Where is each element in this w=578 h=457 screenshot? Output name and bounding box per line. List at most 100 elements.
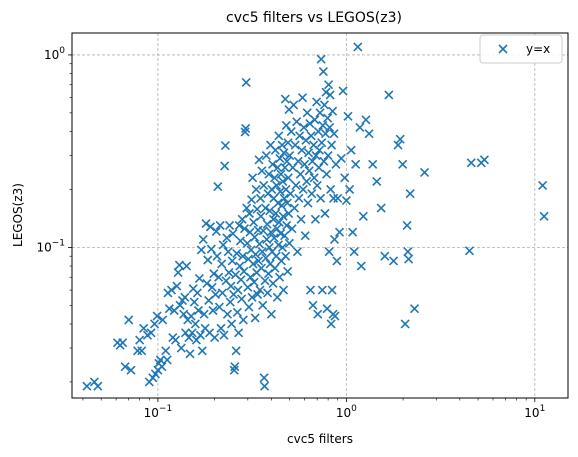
data-point [282, 220, 292, 231]
data-point [284, 238, 294, 248]
data-point [220, 161, 230, 171]
data-point [173, 267, 183, 278]
data-point [124, 315, 134, 325]
data-point [174, 260, 184, 270]
data-point [268, 214, 278, 224]
data-point [222, 309, 233, 319]
data-point [270, 173, 280, 183]
legend: y=x [479, 34, 563, 64]
data-point [278, 211, 288, 221]
data-point [364, 129, 374, 139]
data-point [180, 292, 190, 302]
data-point [268, 159, 278, 169]
data-point [310, 214, 320, 224]
data-point [295, 131, 305, 141]
data-point [380, 251, 390, 261]
data-point [466, 158, 476, 168]
data-point [328, 193, 339, 203]
data-point [253, 289, 263, 299]
data-point [292, 247, 303, 257]
data-point [326, 184, 336, 195]
data-point [176, 343, 186, 353]
data-point [236, 275, 246, 285]
data-point [276, 169, 286, 179]
data-point [420, 167, 430, 178]
data-point [306, 131, 316, 141]
data-point [293, 156, 303, 166]
data-point [133, 346, 143, 356]
data-point [299, 122, 309, 133]
data-point [256, 263, 266, 273]
x-axis-ticks: 10−1 100 101 [82, 398, 545, 420]
data-point [302, 176, 312, 187]
data-point [338, 86, 348, 96]
data-point [330, 311, 340, 321]
data-point [289, 100, 299, 110]
data-point [210, 289, 221, 299]
data-point [260, 276, 270, 286]
data-point [208, 305, 218, 316]
data-point [302, 108, 312, 118]
data-point [249, 277, 259, 287]
data-point [237, 294, 247, 304]
data-point [282, 198, 292, 208]
data-point [395, 134, 405, 144]
data-point [303, 198, 313, 208]
data-point [242, 203, 252, 213]
data-point [348, 227, 358, 237]
data-point [324, 80, 334, 90]
data-point [283, 138, 293, 148]
data-point [254, 239, 265, 249]
data-point [281, 251, 291, 261]
data-point [277, 200, 287, 211]
data-point [297, 145, 307, 155]
data-point [193, 305, 203, 316]
data-point [235, 236, 245, 246]
legend-label: y=x [526, 42, 550, 56]
data-point [285, 151, 295, 161]
data-point [279, 193, 289, 203]
data-point [166, 285, 177, 295]
data-point [197, 346, 207, 356]
data-point [372, 176, 382, 187]
data-point [256, 211, 266, 221]
data-point [329, 129, 339, 139]
data-point [237, 214, 247, 224]
data-point [238, 251, 248, 261]
data-point [289, 203, 299, 213]
data-point [226, 281, 236, 291]
data-point [334, 227, 345, 237]
data-point [203, 255, 213, 265]
data-point [158, 315, 168, 325]
data-point [179, 309, 189, 319]
data-point [539, 211, 549, 221]
data-point [252, 204, 262, 214]
data-point [319, 100, 330, 110]
data-point [209, 269, 219, 279]
y-axis-ticks: 10−1 100 [36, 46, 72, 383]
data-point [340, 173, 350, 183]
data-point [283, 266, 293, 277]
data-point [271, 208, 281, 219]
data-point [315, 108, 325, 118]
data-point [93, 381, 103, 391]
data-point [264, 242, 274, 252]
data-point [247, 292, 257, 302]
data-point [280, 94, 290, 104]
data-point [298, 184, 308, 195]
data-point [265, 206, 275, 216]
data-point [232, 248, 242, 259]
data-point [180, 328, 191, 338]
data-point [251, 249, 261, 259]
data-point [219, 330, 229, 340]
data-point [286, 126, 296, 137]
data-point [201, 218, 211, 229]
data-point [217, 259, 227, 269]
data-point [294, 193, 304, 203]
data-point [358, 211, 368, 221]
data-point [210, 333, 220, 343]
data-point [351, 159, 361, 169]
data-point [259, 180, 269, 190]
data-point [187, 328, 197, 338]
data-point [196, 245, 206, 255]
